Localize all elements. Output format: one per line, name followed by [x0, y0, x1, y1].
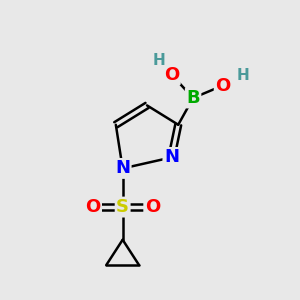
Text: H: H: [153, 53, 166, 68]
Text: B: B: [186, 89, 200, 107]
Text: O: O: [145, 198, 160, 216]
Text: O: O: [164, 66, 179, 84]
Text: O: O: [85, 198, 100, 216]
Text: N: N: [164, 148, 179, 166]
Text: H: H: [236, 68, 249, 83]
Text: O: O: [215, 76, 230, 94]
Text: N: N: [115, 159, 130, 177]
Text: S: S: [116, 198, 129, 216]
